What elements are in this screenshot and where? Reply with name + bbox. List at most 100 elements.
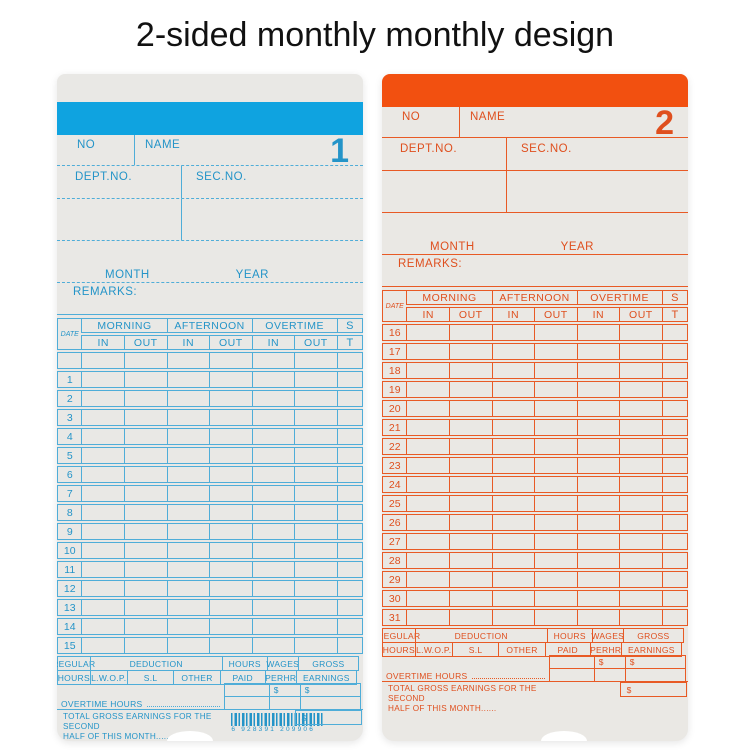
deduction-label: DEDUCTION [89, 656, 223, 671]
no-name-row: NO NAME 1 [57, 132, 363, 170]
dollar-sign: $ [299, 683, 361, 697]
table-row: 15 [57, 637, 363, 654]
card-number: 1 [330, 132, 349, 170]
in-header: IN [491, 307, 535, 322]
earnings-label: EARNINGS [620, 642, 682, 657]
table-row: 20 [382, 400, 688, 417]
wages-label: WAGES [591, 628, 624, 643]
date-cell: 10 [57, 542, 82, 559]
date-column-header: DATE [382, 290, 407, 322]
table-row: 16 [382, 324, 688, 341]
overtime-area: OVERTIME HOURS $ $ [57, 683, 363, 710]
date-cell: 25 [382, 495, 407, 512]
overtime-header: OVERTIME [576, 290, 662, 305]
card-notch [167, 731, 214, 741]
table-row: 14 [57, 618, 363, 635]
remarks-label: REMARKS: [398, 258, 463, 270]
dollar-sign: $ [268, 683, 301, 697]
out-header: OUT [294, 335, 337, 350]
time-table: DATE MORNING AFTERNOON OVERTIME S IN OUT… [382, 286, 688, 628]
total-dollar-box: $ [619, 682, 687, 697]
table-row: 26 [382, 514, 688, 531]
date-cell: 23 [382, 457, 407, 474]
date-cell: 11 [57, 561, 82, 578]
total-row: TOTAL GROSS EARNINGS FOR THE SECOND HALF… [382, 681, 688, 713]
total-gross-text: TOTAL GROSS EARNINGS FOR THE SECOND HALF… [63, 712, 212, 741]
hours-label: HOURS [546, 628, 593, 643]
no-field-label: NO [382, 107, 460, 137]
date-cell: 14 [57, 618, 82, 635]
deduction-label: DEDUCTION [414, 628, 548, 643]
time-table: DATE MORNING AFTERNOON OVERTIME S IN OUT… [57, 314, 363, 656]
no-name-row: NO NAME 2 [382, 104, 688, 142]
date-cell: 22 [382, 438, 407, 455]
month-label: MONTH [430, 241, 475, 253]
s-header: S [661, 290, 688, 305]
summary-section: REGULAR DEDUCTION HOURS WAGES GROSS HOUR… [57, 656, 363, 741]
date-cell: 31 [382, 609, 407, 626]
date-cell: 12 [57, 580, 82, 597]
sl-label: S.L [126, 670, 175, 685]
dept-no-label: DEPT.NO. [382, 138, 507, 170]
table-row: 3 [57, 409, 363, 426]
date-cell [57, 352, 82, 369]
dept-sec-row: DEPT.NO. SEC.NO. [57, 166, 363, 199]
gross-label: GROSS [297, 656, 359, 671]
summary-header-row-2: HOURS L.W.O.P. S.L OTHER PAID PERHR EARN… [382, 642, 688, 657]
date-rows: 16 17 18 [382, 324, 688, 626]
table-row: 2 [57, 390, 363, 407]
table-row: 29 [382, 571, 688, 588]
barcode: 6 928391 209906 [231, 710, 324, 738]
date-column-header: DATE [57, 318, 82, 350]
table-row: 23 [382, 457, 688, 474]
month-year-line: MONTH YEAR [382, 237, 688, 255]
dotted-leader [146, 706, 220, 707]
morning-header: MORNING [406, 290, 492, 305]
in-header: IN [81, 335, 124, 350]
dotted-leader [471, 678, 545, 679]
table-row [57, 352, 363, 369]
in-header: IN [251, 335, 295, 350]
year-label: YEAR [560, 241, 594, 253]
morning-header: MORNING [81, 318, 167, 333]
out-header: OUT [534, 307, 577, 322]
no-field-label: NO [57, 135, 135, 165]
date-cell: 19 [382, 381, 407, 398]
name-field: NAME 2 [460, 104, 688, 142]
in-header: IN [166, 335, 210, 350]
lwop-label: L.W.O.P. [414, 642, 453, 657]
table-row: 22 [382, 438, 688, 455]
date-cell: 15 [57, 637, 82, 654]
date-cell: 8 [57, 504, 82, 521]
time-card-back: NO NAME 2 DEPT.NO. SEC.NO. MONTH YEAR RE… [382, 74, 688, 741]
summary-header-row-1: REGULAR DEDUCTION HOURS WAGES GROSS [57, 656, 363, 671]
total-dollar-box: $ [294, 710, 362, 725]
overtime-header: OVERTIME [251, 318, 337, 333]
date-cell: 2 [57, 390, 82, 407]
regular-label: REGULAR [57, 656, 95, 671]
sl-label: S.L [451, 642, 500, 657]
hours-label: HOURS [57, 670, 91, 685]
name-field-label: NAME [145, 139, 181, 151]
table-row: 8 [57, 504, 363, 521]
date-cell: 26 [382, 514, 407, 531]
date-cell: 18 [382, 362, 407, 379]
t-header: T [336, 335, 363, 350]
s-header: S [336, 318, 363, 333]
month-year-line: MONTH YEAR [57, 265, 363, 283]
table-row: 21 [382, 419, 688, 436]
remarks-label: REMARKS: [73, 286, 138, 298]
lwop-label: L.W.O.P. [89, 670, 128, 685]
card-number: 2 [655, 104, 674, 142]
in-header: IN [406, 307, 449, 322]
table-row: 6 [57, 466, 363, 483]
dept-sec-row: DEPT.NO. SEC.NO. [382, 138, 688, 171]
table-row: 27 [382, 533, 688, 550]
in-header: IN [576, 307, 620, 322]
date-cell: 13 [57, 599, 82, 616]
date-cell: 1 [57, 371, 82, 388]
page-title: 2-sided monthly monthly design [135, 16, 615, 54]
card-color-band [57, 102, 363, 135]
table-row: 31 [382, 609, 688, 626]
